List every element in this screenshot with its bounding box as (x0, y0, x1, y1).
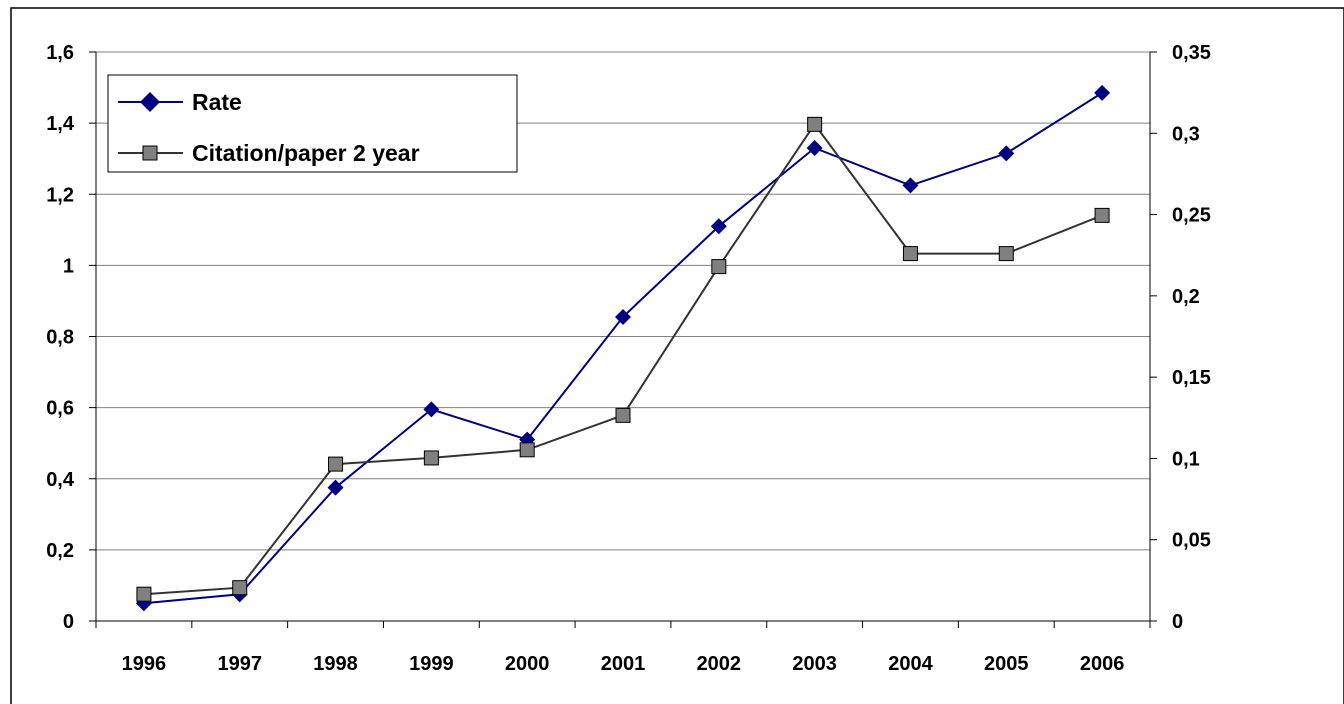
data-point-square (136, 586, 152, 602)
x-tick-label: 2006 (1080, 653, 1125, 675)
legend-marker-diamond (140, 92, 160, 112)
right-tick-label: 0,3 (1172, 123, 1200, 145)
right-tick-label: 0,1 (1172, 448, 1200, 470)
data-point-square (807, 116, 823, 132)
x-tick-label: 2000 (505, 653, 550, 675)
data-point-diamond (423, 401, 440, 418)
right-tick-label: 0,15 (1172, 367, 1211, 389)
legend-box (107, 74, 518, 173)
data-point-square (519, 442, 535, 458)
legend: Rate Citation/paper 2 year (107, 74, 518, 173)
right-tick-label: 0,05 (1172, 530, 1211, 552)
left-tick-label: 1,2 (46, 184, 74, 206)
data-point-diamond (998, 145, 1015, 162)
legend-label-citation: Citation/paper 2 year (192, 140, 420, 166)
left-tick-label: 0,4 (46, 469, 75, 491)
data-point-square (232, 580, 248, 596)
data-point-square (902, 246, 918, 262)
x-tick-label: 1996 (122, 653, 167, 675)
left-axis-ticks: 0 0,2 0,4 0,6 0,8 1 1,2 1,4 1,6 (46, 42, 75, 633)
right-tick-label: 0,25 (1172, 205, 1211, 227)
x-tick-label: 1999 (409, 653, 454, 675)
legend-item-citation: Citation/paper 2 year (118, 140, 420, 166)
data-point-diamond (710, 218, 727, 235)
legend-marker-square (142, 145, 158, 161)
legend-item-rate: Rate (118, 89, 242, 115)
right-tick-label: 0,35 (1172, 42, 1211, 64)
data-point-diamond (1094, 84, 1111, 101)
x-axis-ticks: 1996 1997 1998 1999 2000 2001 2002 2003 2004 2005… (122, 653, 1125, 675)
data-point-square (998, 246, 1014, 262)
x-tick-label: 2005 (984, 653, 1029, 675)
x-tick-label: 2003 (792, 653, 837, 675)
left-tick-label: 0,2 (46, 540, 74, 562)
left-tick-label: 1,4 (46, 113, 75, 135)
right-tick-label: 0,2 (1172, 286, 1200, 308)
data-point-square (1094, 207, 1110, 223)
data-point-diamond (615, 308, 631, 325)
data-point-square (711, 259, 727, 275)
data-point-diamond (902, 177, 919, 194)
data-point-diamond (327, 479, 344, 496)
left-tick-label: 0,8 (46, 327, 74, 349)
x-tick-label: 2001 (601, 653, 646, 675)
x-tick-label: 1997 (217, 653, 262, 675)
data-point-square (615, 407, 631, 423)
axes (89, 51, 1157, 628)
right-axis-ticks: 0 0,05 0,1 0,15 0,2 0,25 0,3 0,35 (1172, 42, 1211, 633)
data-point-square (328, 456, 344, 472)
x-tick-label: 2004 (888, 653, 933, 675)
x-tick-label: 2002 (697, 653, 742, 675)
legend-label-rate: Rate (192, 89, 242, 115)
left-tick-label: 0 (63, 611, 74, 633)
right-tick-label: 0 (1172, 611, 1183, 633)
left-tick-label: 1,6 (46, 42, 74, 64)
series-citation (136, 116, 1110, 602)
data-point-square (423, 450, 439, 466)
data-point-diamond (806, 140, 823, 157)
left-tick-label: 1 (63, 255, 74, 277)
series-layer (135, 84, 1111, 612)
left-tick-label: 0,6 (46, 398, 74, 420)
x-tick-label: 1998 (313, 653, 358, 675)
